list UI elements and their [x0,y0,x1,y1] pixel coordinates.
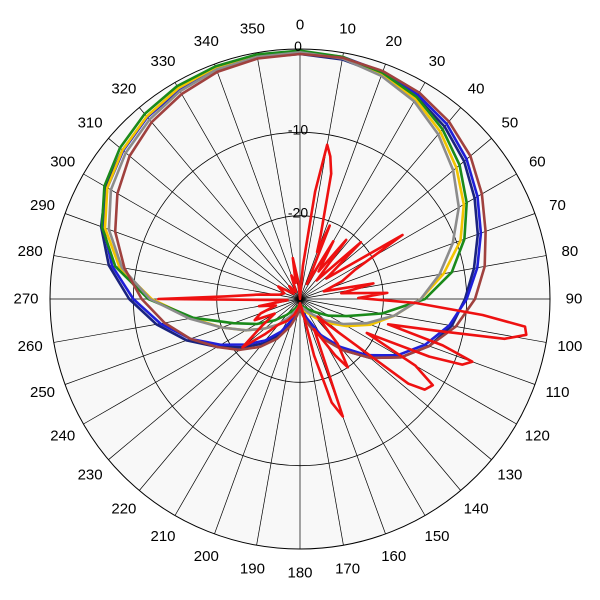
angle-tick-label: 70 [549,197,566,214]
angular-tick-labels: 0 10 20 30 40 50 60 70 80 90 100 110 120 130 140 150 160… [13,17,582,582]
angle-tick-label: 160 [381,548,406,565]
radial-tick-label: -10 [288,121,308,137]
angle-tick-label: 350 [240,21,265,38]
grid-spoke [299,173,517,300]
angle-tick-label: 150 [424,528,449,545]
angular-grid-spokes [50,49,550,549]
angle-tick-label: 140 [464,500,489,517]
angle-tick-label: 30 [429,53,446,70]
angle-tick-label: 330 [150,53,175,70]
series-layer [99,49,528,418]
angle-tick-label: 260 [18,338,43,355]
grid-spoke [256,298,301,546]
angle-tick-label: 90 [566,291,583,308]
angle-tick-label: 240 [50,428,75,445]
angle-tick-label: 170 [335,560,360,577]
radial-tick-label: -20 [288,205,308,221]
grid-spoke [214,298,301,535]
angle-tick-label: 210 [150,528,175,545]
grid-spoke [108,298,301,460]
angle-tick-label: 310 [78,114,103,131]
angle-tick-label: 200 [194,548,219,565]
angle-tick-label: 230 [78,467,103,484]
grid-spoke [139,107,301,300]
grid-spoke [53,255,301,300]
grid-spoke [299,298,547,343]
angle-tick-label: 180 [287,565,312,582]
series-line-6 [113,52,487,360]
grid-spoke [299,298,344,546]
grid-spoke [83,173,301,300]
grid-spoke [299,63,386,300]
angle-tick-label: 100 [557,338,582,355]
grid-spoke [108,138,301,300]
angle-tick-label: 0 [296,17,304,34]
angle-tick-label: 280 [18,243,43,260]
angle-tick-label: 190 [240,560,265,577]
angle-tick-label: 20 [385,33,402,50]
grid-spoke [174,82,301,300]
angle-tick-label: 290 [30,197,55,214]
angle-tick-label: 130 [497,467,522,484]
angle-tick-label: 50 [502,114,519,131]
angle-tick-label: 40 [468,81,485,98]
angle-tick-label: 340 [194,33,219,50]
grid-spoke [299,298,492,460]
radial-tick-label: 0 [294,38,302,54]
angle-tick-label: 120 [525,428,550,445]
grid-spoke [214,63,301,300]
angle-tick-label: 80 [561,243,578,260]
grid-spoke [299,213,536,300]
grid-spoke [299,255,547,300]
angle-tick-label: 300 [50,154,75,171]
grid-spoke [139,298,301,491]
angle-tick-label: 60 [529,154,546,171]
grid-spoke [83,298,301,425]
grid-spoke [299,52,344,300]
angle-tick-label: 320 [111,81,136,98]
angle-tick-label: 270 [13,291,38,308]
series-line-7 [157,143,528,418]
grid-spoke [299,298,536,385]
angle-tick-label: 110 [546,384,570,401]
radial-tick-labels: -20 -10 0 [288,38,308,221]
angle-tick-label: 250 [30,384,55,401]
angle-tick-label: 10 [339,21,356,38]
angle-tick-label: 220 [111,500,136,517]
